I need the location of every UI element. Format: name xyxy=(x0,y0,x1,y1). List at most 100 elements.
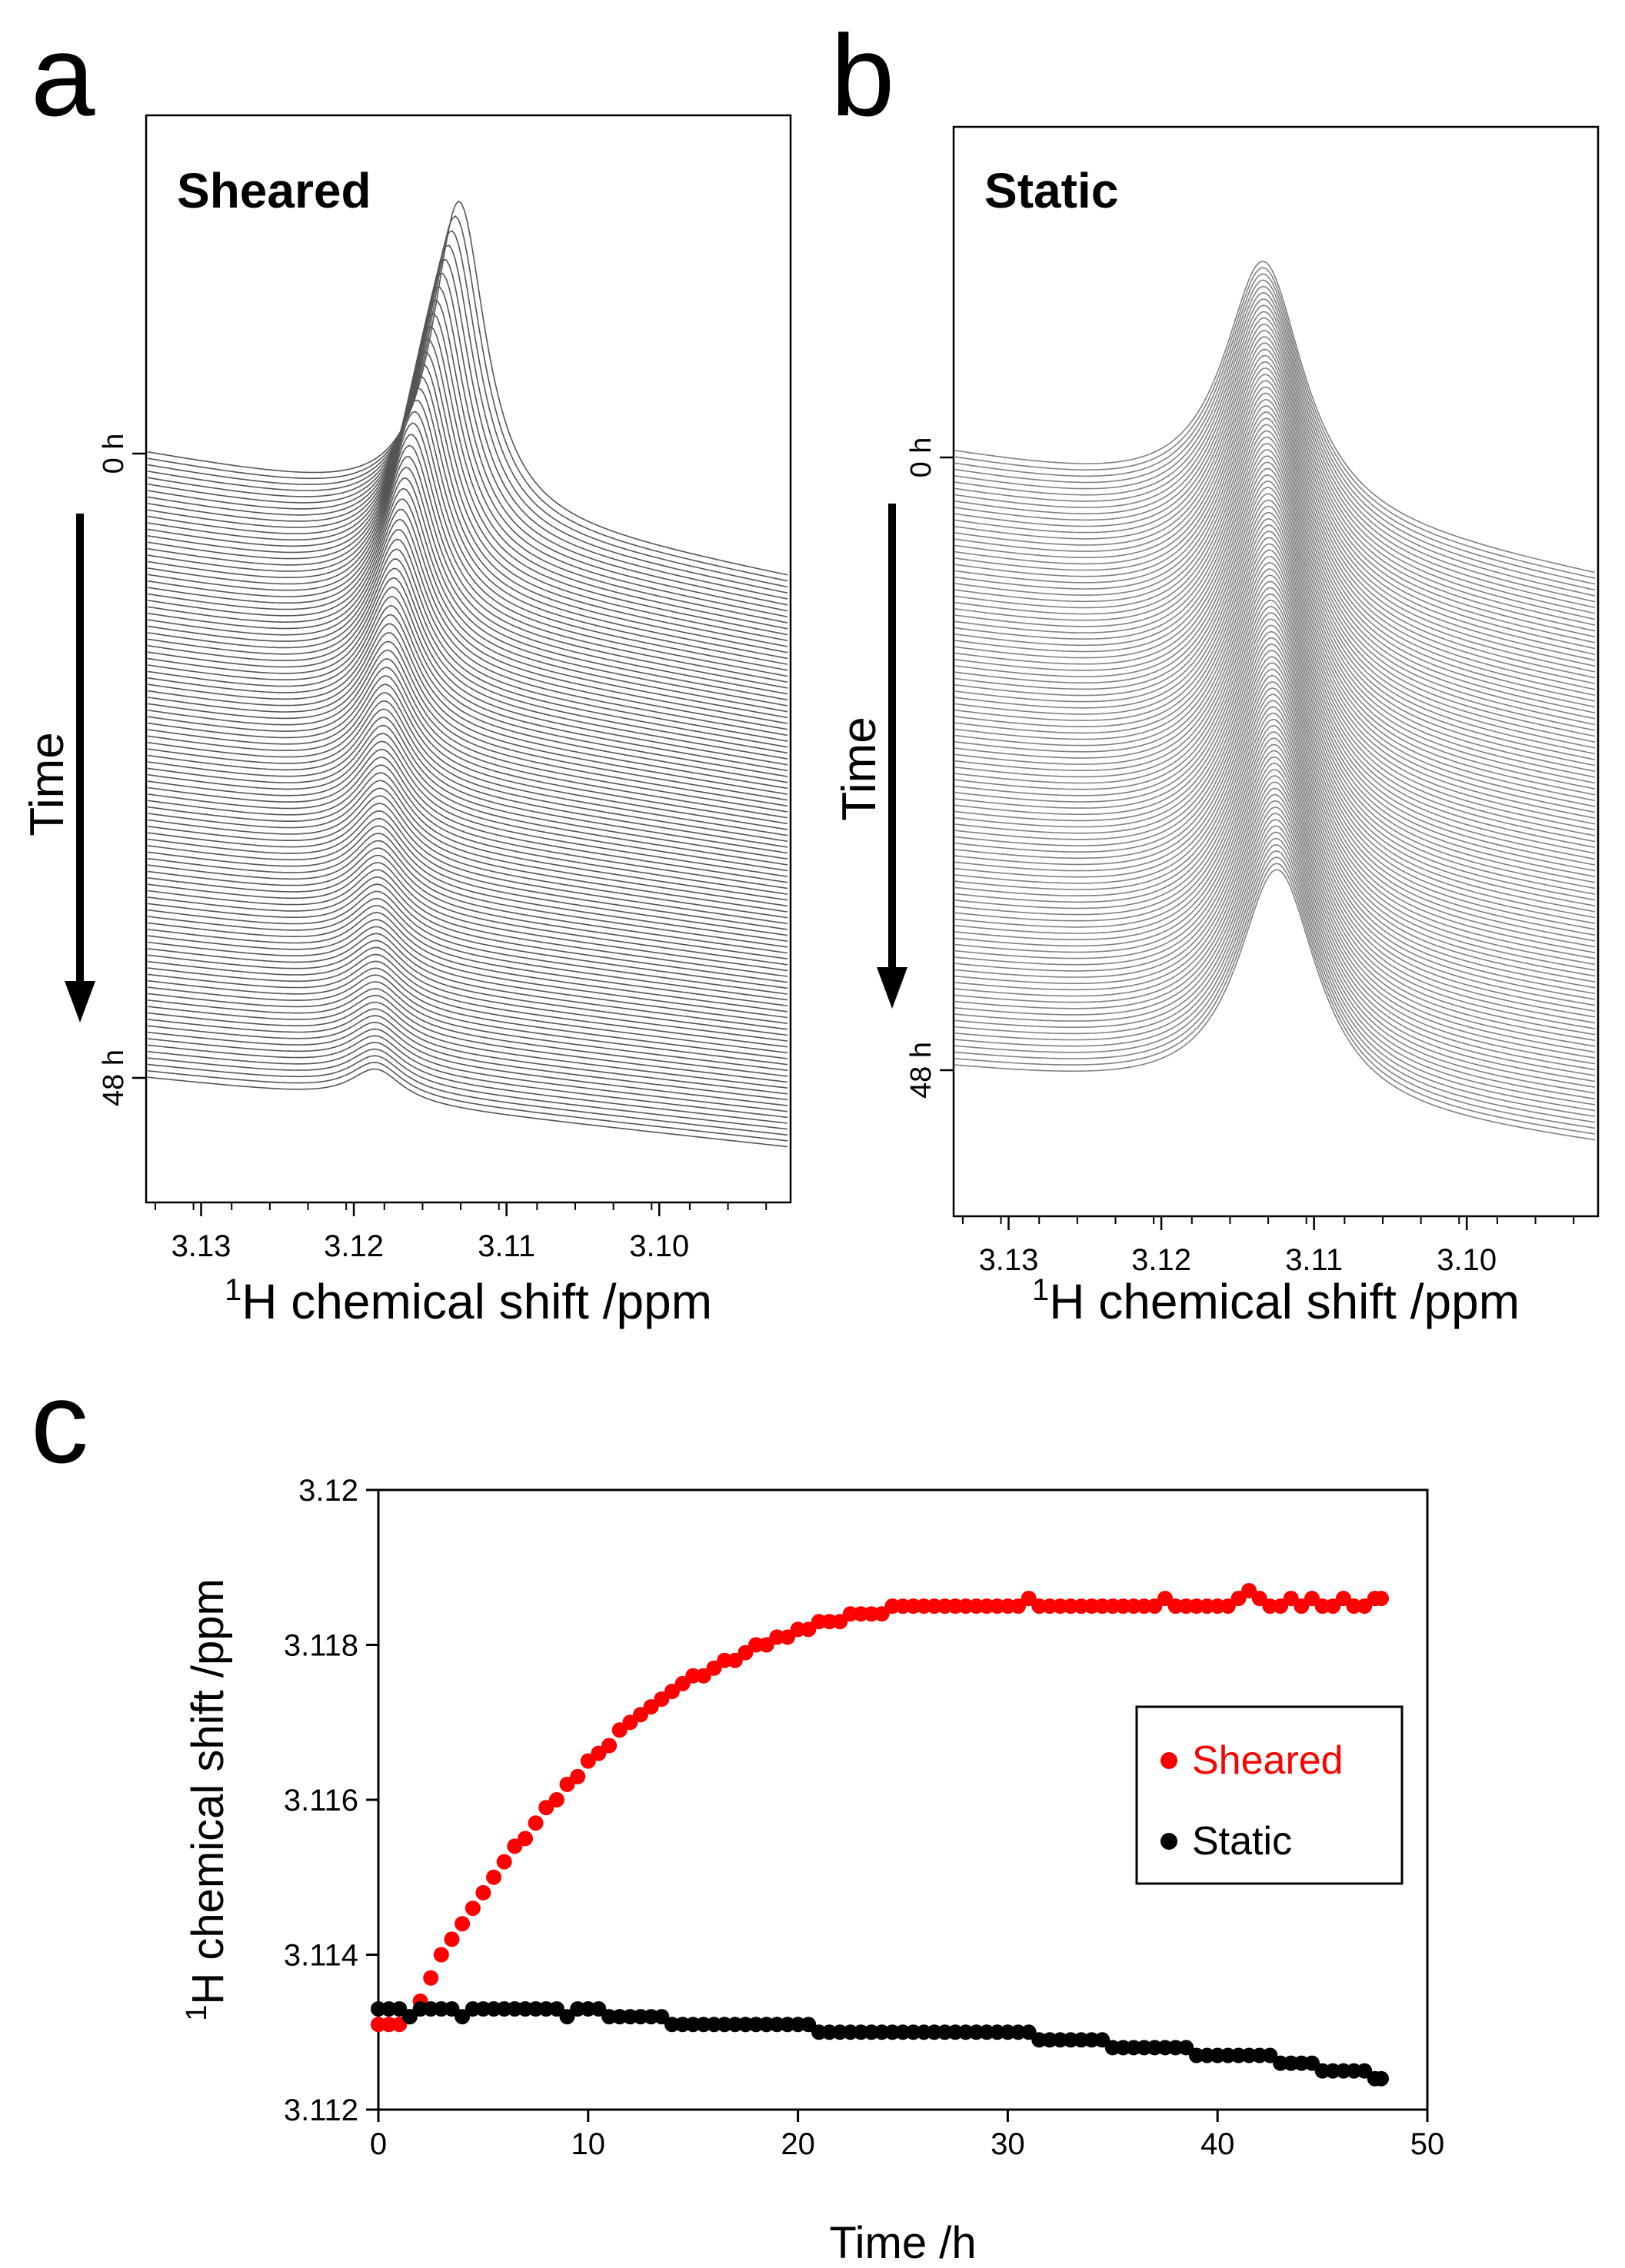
data-point xyxy=(381,2001,397,2017)
spectrum-trace xyxy=(954,562,1596,854)
spectrum-trace xyxy=(147,487,788,713)
data-point xyxy=(1115,2040,1131,2056)
spectrum-trace xyxy=(954,374,1596,679)
spectrum-trace xyxy=(147,919,788,1019)
spectrum-trace xyxy=(147,748,788,883)
data-point xyxy=(455,2009,471,2025)
time-label: Time xyxy=(21,732,74,836)
data-point xyxy=(695,1668,711,1684)
data-point xyxy=(486,2001,501,2017)
data-point xyxy=(905,1598,921,1615)
x-tick-label: 3.12 xyxy=(324,1229,384,1263)
data-point xyxy=(401,2009,418,2025)
y-tick-label: 3.112 xyxy=(284,2093,358,2127)
spectrum-trace xyxy=(147,692,788,843)
spectrum-trace xyxy=(954,285,1596,597)
data-point xyxy=(1136,1598,1152,1615)
spectrum-trace xyxy=(954,837,1596,1112)
spectrum-trace xyxy=(147,946,788,1042)
x-tick-label: 3.10 xyxy=(1437,1243,1497,1277)
data-point xyxy=(1346,2063,1362,2079)
data-point xyxy=(548,1792,564,1807)
spectrum-trace xyxy=(147,596,788,777)
spectrum-trace xyxy=(954,436,1596,737)
spectrum-trace xyxy=(954,580,1596,872)
spectrum-trace xyxy=(147,667,788,825)
spectrum-trace xyxy=(954,700,1596,983)
spectrum-trace xyxy=(954,549,1596,843)
time-label: Time xyxy=(833,717,886,820)
data-point xyxy=(475,1884,491,1901)
spectrum-trace xyxy=(147,994,788,1083)
spectrum-trace xyxy=(147,817,788,936)
spectrum-trace xyxy=(954,624,1596,913)
data-point xyxy=(433,1947,449,1963)
data-point xyxy=(1031,2032,1047,2048)
spectrum-trace xyxy=(954,424,1596,726)
spectrum-trace xyxy=(954,505,1596,802)
spectrum-trace xyxy=(147,825,788,942)
series-sheared xyxy=(371,1583,1389,2033)
data-point xyxy=(874,1606,890,1622)
spectrum-trace xyxy=(954,662,1596,948)
spectrum-trace xyxy=(954,517,1596,813)
data-point xyxy=(1011,2024,1026,2040)
spectrum-trace xyxy=(147,795,788,919)
spectrum-trace xyxy=(954,863,1596,1135)
x-tick-label: 3.11 xyxy=(1285,1243,1343,1277)
spectrum-trace xyxy=(954,806,1596,1082)
spectrum-trace xyxy=(954,455,1596,755)
spectrum-trace xyxy=(147,772,788,901)
spectrum-trace xyxy=(954,574,1596,866)
legend-label: Static xyxy=(1192,1819,1292,1864)
spectrum-trace xyxy=(147,623,788,795)
spectrum-trace xyxy=(147,422,788,677)
spectrum-trace xyxy=(147,273,788,606)
spectrum-trace xyxy=(954,380,1596,684)
spectrum-trace xyxy=(147,967,788,1059)
data-point xyxy=(769,2017,785,2033)
spectrum-trace xyxy=(954,543,1596,836)
spectrum-trace xyxy=(954,706,1596,989)
data-point xyxy=(748,2017,764,2033)
spectrum-trace xyxy=(147,230,788,588)
legend-marker xyxy=(1160,1833,1177,1850)
data-point xyxy=(1063,2032,1079,2048)
spectrum-trace xyxy=(954,793,1596,1071)
spectrum-trace xyxy=(954,856,1596,1129)
spectrum-trace xyxy=(147,974,788,1066)
data-point xyxy=(1325,2063,1341,2079)
y-tick-label: 3.118 xyxy=(284,1629,358,1663)
x-tick-label: 3.13 xyxy=(979,1243,1039,1277)
spectrum-trace xyxy=(147,905,788,1007)
spectrum-trace xyxy=(147,614,788,790)
spectrum-trace xyxy=(147,658,788,819)
data-point xyxy=(769,1629,785,1645)
spectrum-trace xyxy=(954,336,1596,643)
data-point xyxy=(1273,1598,1288,1615)
spectrum-trace xyxy=(147,411,788,671)
spectrum-trace xyxy=(954,831,1596,1106)
spectrum-trace xyxy=(147,1055,788,1136)
x-axis-ticks: 3.13 3.12 3.11 3.10 xyxy=(961,1216,1575,1277)
y-tick-label: 3.114 xyxy=(284,1939,358,1973)
data-point xyxy=(1011,1598,1026,1615)
spectrum-trace xyxy=(954,869,1596,1141)
data-point xyxy=(874,2024,890,2040)
spectrum-trace xyxy=(147,498,788,719)
end-label: 48 h xyxy=(98,1049,130,1106)
time-arrow-head xyxy=(877,967,907,1009)
data-point xyxy=(643,2009,659,2025)
x-tick-label: 50 xyxy=(1410,2127,1445,2161)
spectrum-trace xyxy=(147,960,788,1054)
spectrum-trace xyxy=(147,456,788,695)
spectrum-trace xyxy=(147,1021,788,1106)
sample-label: Sheared xyxy=(177,163,371,218)
data-point xyxy=(1063,1598,1079,1615)
sample-label: Static xyxy=(984,163,1118,218)
data-point xyxy=(905,2024,921,2040)
data-point xyxy=(717,2017,733,2033)
panel-a: a Sheared Time 0 h 48 h 3.13 3.12 3.11 3.10… xyxy=(21,11,792,1329)
spectrum-trace xyxy=(954,618,1596,907)
